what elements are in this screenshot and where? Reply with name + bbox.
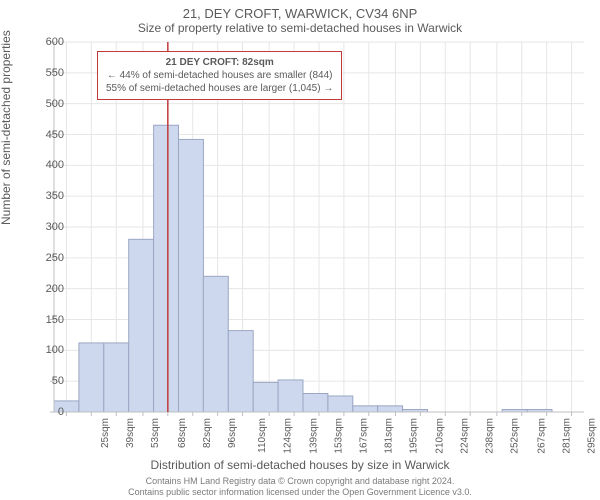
page-title: 21, DEY CROFT, WARWICK, CV34 6NP — [0, 0, 600, 21]
x-tick-label: 25sqm — [100, 418, 111, 448]
marker-info-box: 21 DEY CROFT: 82sqm ← 44% of semi-detach… — [97, 51, 342, 100]
info-line-3: 55% of semi-detached houses are larger (… — [106, 82, 333, 95]
y-tick-label: 450 — [24, 129, 64, 141]
x-tick-label: 82sqm — [202, 418, 213, 448]
histogram-bar — [154, 125, 179, 412]
y-tick-label: 350 — [24, 190, 64, 202]
info-line-2: ← 44% of semi-detached houses are smalle… — [106, 69, 333, 82]
histogram-bar — [104, 343, 129, 412]
x-tick-label: 139sqm — [309, 418, 320, 454]
y-tick-label: 150 — [24, 314, 64, 326]
y-tick-label: 300 — [24, 221, 64, 233]
histogram-bar — [303, 394, 328, 413]
histogram-bar — [378, 406, 403, 412]
histogram-bar — [328, 396, 353, 412]
x-tick-label: 53sqm — [150, 418, 161, 448]
histogram-bar — [178, 139, 203, 412]
x-tick-label: 210sqm — [435, 418, 446, 454]
y-tick-label: 0 — [24, 406, 64, 418]
x-tick-label: 39sqm — [125, 418, 136, 448]
footnote-line-2: Contains public sector information licen… — [128, 487, 472, 497]
x-tick-label: 68sqm — [177, 418, 188, 448]
info-line-bold: 21 DEY CROFT: 82sqm — [106, 56, 333, 69]
x-axis-label: Distribution of semi-detached houses by … — [0, 458, 600, 472]
histogram-bar — [228, 331, 253, 412]
x-tick-label: 281sqm — [561, 418, 572, 454]
y-tick-label: 600 — [24, 36, 64, 48]
y-tick-label: 250 — [24, 252, 64, 264]
y-tick-label: 400 — [24, 159, 64, 171]
x-tick-label: 252sqm — [510, 418, 521, 454]
x-tick-label: 224sqm — [460, 418, 471, 454]
histogram-bar — [79, 343, 104, 412]
x-tick-label: 96sqm — [227, 418, 238, 448]
footnote-line-1: Contains HM Land Registry data © Crown c… — [146, 476, 455, 486]
y-tick-label: 500 — [24, 98, 64, 110]
y-tick-label: 50 — [24, 375, 64, 387]
x-tick-label: 110sqm — [256, 418, 267, 453]
x-tick-label: 124sqm — [282, 418, 293, 454]
x-tick-label: 267sqm — [536, 418, 547, 454]
x-tick-label: 238sqm — [485, 418, 496, 454]
y-axis-label: Number of semi-detached properties — [0, 30, 13, 225]
x-tick-label: 167sqm — [359, 418, 370, 454]
x-tick-label: 181sqm — [383, 418, 394, 454]
x-tick-label: 195sqm — [408, 418, 419, 454]
x-tick-label: 295sqm — [586, 418, 597, 454]
y-tick-label: 550 — [24, 67, 64, 79]
histogram-bar — [129, 239, 154, 412]
histogram-bar — [278, 380, 303, 412]
y-tick-label: 100 — [24, 344, 64, 356]
y-tick-label: 200 — [24, 283, 64, 295]
x-tick-label: 153sqm — [334, 418, 345, 454]
page-subtitle: Size of property relative to semi-detach… — [0, 21, 600, 35]
footnote: Contains HM Land Registry data © Crown c… — [0, 476, 600, 498]
histogram-bar — [253, 382, 278, 412]
histogram-bar — [203, 276, 228, 412]
histogram-bar — [353, 406, 378, 412]
